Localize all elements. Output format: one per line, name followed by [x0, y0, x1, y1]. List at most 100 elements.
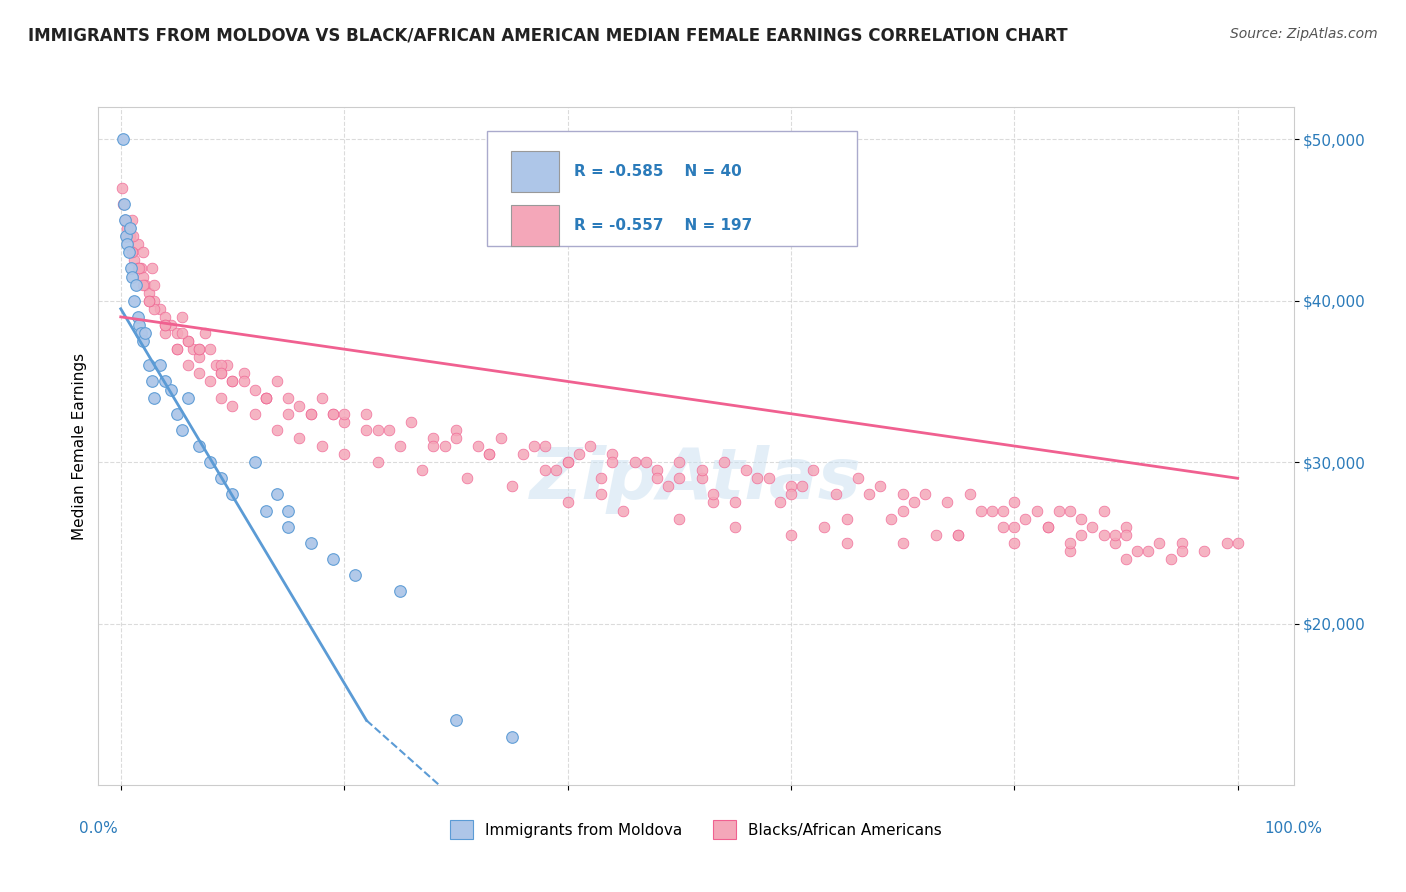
- Point: [1171, 544, 1194, 558]
- Point: [1115, 519, 1137, 533]
- Point: [166, 326, 188, 340]
- Point: [769, 495, 792, 509]
- Point: [172, 326, 194, 340]
- Point: [444, 714, 467, 728]
- Point: [121, 245, 143, 260]
- Point: [187, 439, 209, 453]
- Point: [127, 310, 149, 324]
- Point: [333, 415, 356, 429]
- Point: [456, 471, 478, 485]
- Point: [111, 132, 134, 146]
- Point: [1014, 511, 1036, 525]
- Point: [534, 463, 557, 477]
- Point: [1192, 544, 1215, 558]
- Point: [724, 495, 747, 509]
- Point: [690, 463, 713, 477]
- Point: [557, 455, 579, 469]
- Point: [824, 487, 846, 501]
- Point: [177, 359, 200, 373]
- Point: [557, 495, 579, 509]
- Point: [1092, 528, 1115, 542]
- Point: [846, 471, 869, 485]
- Point: [115, 229, 138, 244]
- Point: [356, 423, 378, 437]
- Point: [266, 375, 288, 389]
- Point: [813, 519, 835, 533]
- Point: [668, 471, 690, 485]
- Point: [557, 455, 579, 469]
- Point: [166, 342, 188, 356]
- Point: [891, 503, 914, 517]
- Point: [378, 423, 401, 437]
- Point: [254, 391, 277, 405]
- Point: [356, 407, 378, 421]
- Point: [118, 221, 141, 235]
- Point: [1047, 503, 1070, 517]
- Point: [790, 479, 813, 493]
- Point: [579, 439, 602, 453]
- Point: [117, 245, 139, 260]
- Point: [948, 528, 970, 542]
- Point: [1092, 503, 1115, 517]
- Point: [209, 471, 232, 485]
- FancyBboxPatch shape: [510, 151, 558, 192]
- Point: [948, 528, 970, 542]
- Point: [780, 528, 803, 542]
- Point: [311, 391, 333, 405]
- Point: [125, 277, 148, 292]
- Point: [322, 407, 344, 421]
- Point: [149, 301, 172, 316]
- Point: [143, 293, 166, 308]
- Point: [288, 399, 311, 413]
- Point: [835, 536, 858, 550]
- Point: [422, 439, 444, 453]
- Point: [155, 318, 177, 332]
- Point: [399, 415, 422, 429]
- Point: [1081, 519, 1104, 533]
- Point: [243, 455, 266, 469]
- Point: [981, 503, 1004, 517]
- Point: [187, 350, 209, 364]
- Point: [134, 277, 156, 292]
- Point: [111, 180, 134, 194]
- Point: [122, 293, 145, 308]
- Point: [198, 375, 221, 389]
- Point: [209, 367, 232, 381]
- Point: [367, 423, 389, 437]
- Point: [1059, 544, 1081, 558]
- Point: [122, 229, 145, 244]
- Point: [970, 503, 993, 517]
- Point: [127, 237, 149, 252]
- Point: [1115, 528, 1137, 542]
- Point: [266, 423, 288, 437]
- Point: [138, 285, 160, 300]
- Point: [1215, 536, 1237, 550]
- Point: [155, 318, 177, 332]
- Point: [600, 455, 623, 469]
- Point: [187, 342, 209, 356]
- Point: [333, 447, 356, 461]
- Point: [444, 423, 467, 437]
- Point: [127, 261, 149, 276]
- Point: [193, 326, 215, 340]
- Point: [172, 423, 194, 437]
- Point: [1059, 503, 1081, 517]
- Point: [991, 503, 1014, 517]
- Point: [735, 463, 758, 477]
- Point: [1002, 519, 1025, 533]
- Point: [444, 431, 467, 445]
- Point: [177, 334, 200, 348]
- Point: [568, 447, 591, 461]
- Point: [209, 367, 232, 381]
- Point: [623, 455, 645, 469]
- Point: [501, 479, 523, 493]
- Point: [243, 383, 266, 397]
- Point: [209, 391, 232, 405]
- Y-axis label: Median Female Earnings: Median Female Earnings: [72, 352, 87, 540]
- Point: [117, 237, 139, 252]
- Point: [254, 503, 277, 517]
- Legend: Immigrants from Moldova, Blacks/African Americans: Immigrants from Moldova, Blacks/African …: [444, 814, 948, 845]
- Point: [668, 455, 690, 469]
- Point: [122, 253, 145, 268]
- Point: [254, 391, 277, 405]
